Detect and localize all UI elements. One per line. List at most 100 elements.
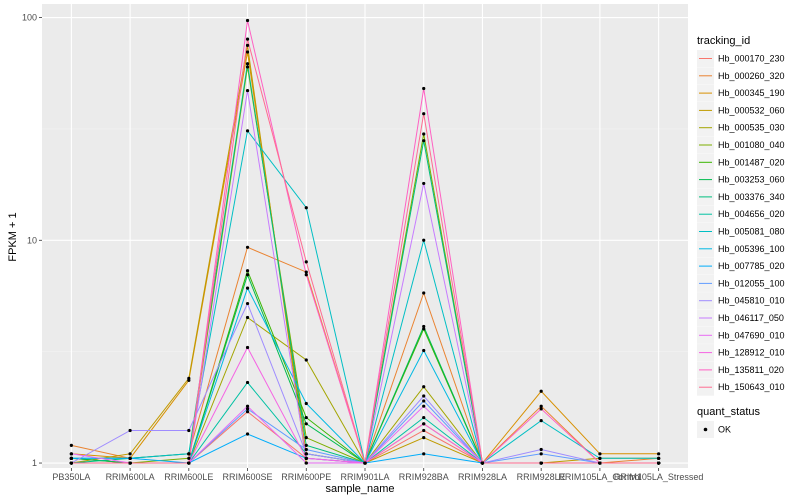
x-tick-label: RRIM600LA <box>106 472 155 482</box>
legend-label: Hb_000260_320 <box>718 71 785 81</box>
data-point <box>422 385 426 389</box>
data-point <box>128 452 132 456</box>
legend-label: Hb_000532_060 <box>718 105 785 115</box>
data-point <box>128 456 132 460</box>
data-point <box>598 452 602 456</box>
legend-tracking-items: Hb_000170_230 Hb_000260_320 Hb_000345_190 H… <box>697 50 785 396</box>
legend-label: Hb_000345_190 <box>718 88 785 98</box>
data-point <box>69 452 73 456</box>
x-tick-label: RRIM928BA <box>399 472 449 482</box>
data-point <box>422 422 426 426</box>
data-point <box>304 415 308 420</box>
legend-label: Hb_001487_020 <box>718 157 785 167</box>
data-point <box>245 62 250 66</box>
data-point <box>128 461 132 465</box>
data-point <box>363 461 367 465</box>
legend-label: Hb_047690_010 <box>718 330 785 340</box>
legend-label: Hb_005081_080 <box>718 227 785 237</box>
data-point <box>422 238 426 242</box>
data-point <box>304 206 308 210</box>
data-point <box>422 181 426 186</box>
data-point <box>304 443 308 447</box>
x-axis-title: sample_name <box>325 483 394 495</box>
legend-label: Hb_128912_010 <box>718 348 785 358</box>
data-point <box>422 291 426 295</box>
data-point <box>657 452 661 456</box>
data-point <box>245 37 250 41</box>
data-point <box>422 415 426 420</box>
data-point <box>422 327 426 331</box>
data-point <box>304 436 308 440</box>
x-tick-label: RRIM105LA_Control <box>558 472 641 482</box>
data-point <box>128 428 132 433</box>
data-point <box>187 428 191 433</box>
legend-label: Hb_004656_020 <box>718 209 785 219</box>
data-point <box>422 348 426 353</box>
data-point <box>245 286 250 290</box>
data-point <box>304 270 308 274</box>
data-point <box>245 380 250 385</box>
data-point <box>245 410 250 414</box>
data-point <box>245 43 250 47</box>
data-point <box>422 86 426 91</box>
data-point <box>245 18 250 23</box>
legend-label: Hb_150643_010 <box>718 382 785 392</box>
data-point <box>245 345 250 350</box>
data-point <box>245 65 250 69</box>
data-point <box>422 399 426 403</box>
data-point <box>245 273 250 277</box>
data-point <box>187 452 191 456</box>
legend-label: Hb_003376_340 <box>718 192 785 202</box>
data-point <box>187 376 191 380</box>
legend-label: Hb_012055_100 <box>718 278 785 288</box>
x-tick-label: RRIM600SE <box>223 472 273 482</box>
data-point <box>422 132 426 136</box>
data-point <box>539 419 543 423</box>
legend-label: Hb_005396_100 <box>718 244 785 254</box>
legend-label: Hb_135811_020 <box>718 365 784 375</box>
data-point <box>245 404 250 408</box>
y-tick-label: 10 <box>27 235 37 245</box>
data-point <box>245 301 250 306</box>
legend-label: Hb_003253_060 <box>718 175 785 185</box>
data-point <box>304 260 308 264</box>
x-tick-label: RRIM600LE <box>164 472 213 482</box>
data-point <box>422 394 426 398</box>
legend-label: Hb_046117_050 <box>718 313 784 323</box>
data-point <box>69 456 73 460</box>
legend-label: Hb_001080_040 <box>718 140 785 150</box>
x-tick-label: RRIM928LE <box>517 472 566 482</box>
x-tick-label: PB350LA <box>52 472 90 482</box>
data-point <box>245 245 250 249</box>
data-point <box>245 88 250 93</box>
x-tick-label: RRIM600PE <box>281 472 331 482</box>
data-point <box>304 452 308 456</box>
legend-label: Hb_000535_030 <box>718 123 785 133</box>
data-point <box>304 401 308 406</box>
legend-label: Hb_045810_010 <box>718 296 785 306</box>
data-point <box>422 324 426 329</box>
data-point <box>245 407 250 411</box>
data-point <box>598 456 602 460</box>
x-tick-label: RRIM928LA <box>458 472 507 482</box>
y-tick-label: 1 <box>32 458 37 468</box>
data-points <box>69 18 661 465</box>
data-point <box>187 456 191 460</box>
data-point <box>539 404 543 408</box>
data-point <box>304 358 308 362</box>
data-point <box>304 447 308 452</box>
legend-label: Hb_000170_230 <box>718 54 785 64</box>
data-point <box>657 456 661 460</box>
x-tick-label: RRIM901LA <box>340 472 389 482</box>
legend-title-tracking: tracking_id <box>697 35 750 47</box>
data-point <box>245 269 250 273</box>
data-point <box>245 315 250 320</box>
data-point <box>539 407 543 411</box>
data-point <box>304 456 308 460</box>
data-point <box>539 461 543 465</box>
legend-quant-point <box>703 427 708 432</box>
x-tick-label: RRIM105LA_Stressed <box>614 472 704 482</box>
data-point <box>304 461 308 465</box>
data-point <box>304 273 308 277</box>
